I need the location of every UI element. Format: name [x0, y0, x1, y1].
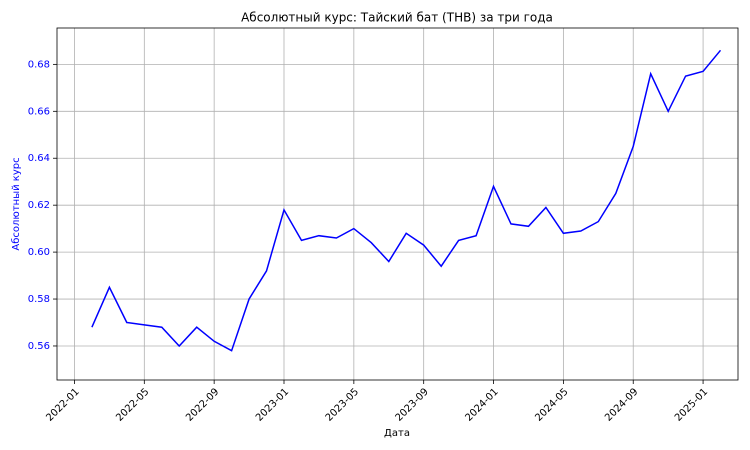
y-tick-label: 0.64 — [28, 153, 50, 164]
y-tick-label: 0.60 — [28, 247, 50, 258]
chart-title: Абсолютный курс: Тайский бат (THB) за тр… — [241, 11, 553, 25]
y-tick-label: 0.68 — [28, 59, 50, 70]
series-line — [91, 49, 722, 352]
plot-frame — [56, 27, 739, 381]
y-axis-label: Абсолютный курс — [11, 157, 22, 250]
y-tick-label: 0.58 — [28, 294, 50, 305]
y-tick-label: 0.66 — [28, 106, 50, 117]
y-tick-label: 0.62 — [28, 200, 50, 211]
y-tick-label: 0.56 — [28, 341, 50, 352]
x-axis-label: Дата — [384, 428, 410, 439]
